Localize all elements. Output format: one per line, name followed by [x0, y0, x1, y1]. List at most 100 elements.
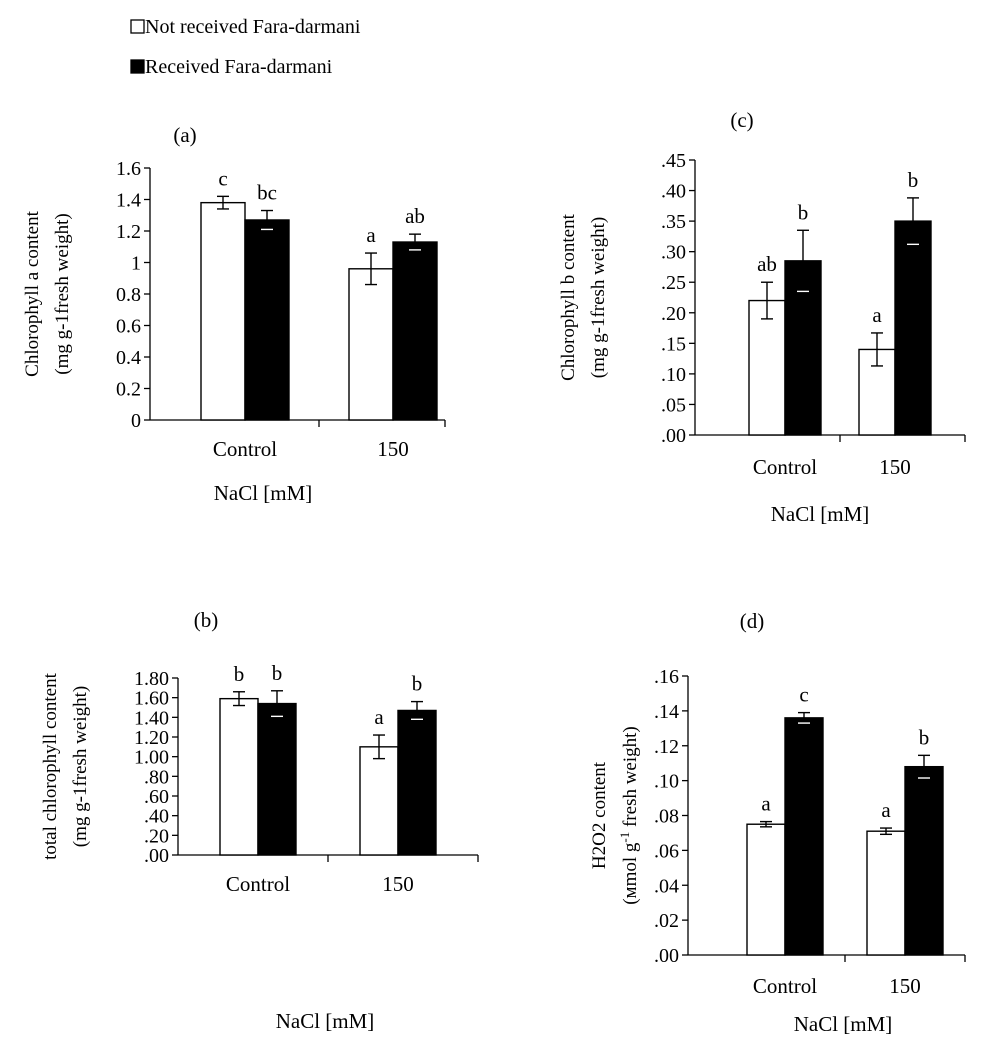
- bar-received: [244, 219, 290, 421]
- category-label: 150: [879, 455, 911, 479]
- legend-label-not-received: Not received Fara-darmani: [145, 16, 361, 38]
- y-axis-title: (mg g-1fresh weight): [588, 217, 609, 378]
- legend-label-received: Received Fara-darmani: [145, 56, 333, 78]
- legend: Not received Fara-darmani Received Fara-…: [130, 16, 361, 78]
- significance-letter: c: [799, 683, 808, 707]
- x-axis-title: NaCl [mM]: [794, 1012, 893, 1036]
- panel-label: (c): [730, 108, 753, 132]
- error-bar: [797, 229, 809, 293]
- category-label: Control: [226, 872, 290, 896]
- y-tick-label: .02: [654, 910, 679, 932]
- bar-not-received: [219, 697, 259, 856]
- category-label: Control: [753, 455, 817, 479]
- y-tick-label: 1.80: [134, 668, 169, 690]
- y-tick-label: 1.6: [116, 158, 141, 180]
- chart-panel-d: (d) .00 .02 .04 .06 .08 .10 .12 .14 .16 a a c b Contro…: [589, 609, 966, 1036]
- bar-not-received: [200, 201, 246, 421]
- y-tick-label: .04: [654, 875, 679, 897]
- y-tick-label: .14: [654, 701, 679, 723]
- bar-received: [257, 702, 297, 856]
- category-label: 150: [889, 974, 921, 998]
- category-label: Control: [753, 974, 817, 998]
- y-tick-label: 0.2: [116, 379, 141, 401]
- panel-label: (d): [740, 609, 765, 633]
- y-tick-label: .30: [661, 242, 686, 264]
- y-axis-title: H2O2 content: [589, 761, 610, 869]
- error-bar: [233, 691, 245, 707]
- y-tick-label: 1.40: [134, 707, 169, 729]
- x-axis-title: NaCl [mM]: [214, 481, 313, 505]
- chart-panel-a: (a) 0 0.2 0.4 0.6 0.8 1 1.2 1.4 1.6 c a bc ab Control 1…: [22, 123, 446, 505]
- category-label: 150: [377, 437, 409, 461]
- bar-not-received: [348, 268, 394, 421]
- significance-letter: a: [374, 705, 384, 729]
- y-tick-label: .12: [654, 736, 679, 758]
- y-tick-label: .06: [654, 840, 679, 862]
- bar-not-received: [748, 299, 786, 436]
- significance-letter: b: [908, 168, 919, 192]
- error-bar: [409, 233, 421, 251]
- bar-received: [784, 717, 824, 956]
- chart-panel-c: (c).00.05.10.15.20.25.30.35.40.45ababbCo…: [558, 108, 966, 526]
- bar-not-received: [866, 830, 906, 956]
- significance-letter: a: [761, 792, 771, 816]
- significance-letter: ab: [405, 204, 425, 228]
- significance-letter: ab: [757, 252, 777, 276]
- y-axis-title: (mg g-1fresh weight): [70, 686, 91, 847]
- y-axis-title: (мmol g-1 fresh weight): [617, 726, 641, 905]
- bar-received: [904, 765, 944, 956]
- error-bar: [798, 711, 810, 724]
- x-axis-title: NaCl [mM]: [771, 502, 870, 526]
- y-tick-label: .08: [654, 806, 679, 828]
- y-tick-label: 0.4: [116, 347, 141, 369]
- y-tick-label: .10: [654, 771, 679, 793]
- category-label: 150: [382, 872, 414, 896]
- significance-letter: b: [798, 200, 809, 224]
- significance-letter: b: [412, 672, 423, 696]
- y-tick-label: 1.00: [134, 747, 169, 769]
- error-bar: [261, 209, 273, 231]
- y-tick-label: .60: [144, 786, 169, 808]
- error-bar: [365, 252, 377, 286]
- significance-letter: bc: [257, 181, 277, 205]
- error-bar: [761, 281, 773, 320]
- y-tick-label: .20: [144, 825, 169, 847]
- error-bar: [411, 700, 423, 720]
- error-bar: [871, 332, 883, 367]
- y-tick-label: .10: [661, 364, 686, 386]
- error-bar: [918, 754, 930, 779]
- y-tick-label: 1.2: [116, 221, 141, 243]
- y-tick-label: .05: [661, 394, 686, 416]
- bar-received: [397, 709, 437, 856]
- significance-letter: a: [881, 798, 891, 822]
- bar-not-received: [746, 823, 786, 956]
- y-axis-title: total chlorophyll content: [40, 672, 61, 860]
- significance-letter: b: [272, 661, 283, 685]
- y-tick-label: 0.6: [116, 316, 141, 338]
- significance-letter: a: [872, 303, 882, 327]
- error-bar: [373, 734, 385, 760]
- significance-letter: a: [366, 223, 376, 247]
- legend-swatch-not-received: [130, 19, 145, 34]
- y-tick-label: .80: [144, 766, 169, 788]
- panel-label: (b): [194, 608, 219, 632]
- bar-received: [392, 241, 438, 421]
- panel-label: (a): [173, 123, 196, 147]
- y-tick-label: .25: [661, 272, 686, 294]
- error-bar: [907, 197, 919, 246]
- significance-letter: b: [234, 662, 245, 686]
- y-tick-label: 0.8: [116, 284, 141, 306]
- y-axis-title: (mg g-1fresh weight): [52, 213, 73, 374]
- y-tick-label: 0: [131, 410, 141, 432]
- y-tick-label: .40: [144, 806, 169, 828]
- legend-swatch-received: [130, 59, 145, 74]
- significance-letter: b: [919, 725, 930, 749]
- y-tick-label: .15: [661, 333, 686, 355]
- error-bar: [217, 195, 229, 210]
- y-tick-label: .35: [661, 211, 686, 233]
- error-bar: [880, 827, 892, 836]
- y-axis-title: Chlorophyll a content: [22, 210, 43, 376]
- bar-received: [894, 220, 932, 436]
- y-tick-label: .00: [661, 425, 686, 447]
